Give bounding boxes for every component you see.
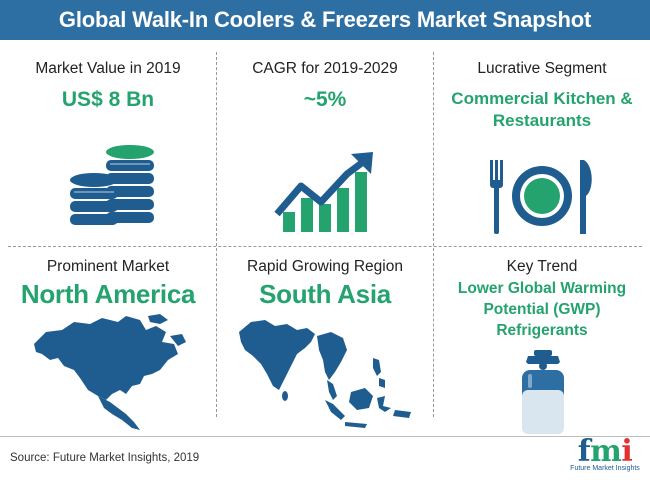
rapid-growing-region-label: Rapid Growing Region — [247, 258, 403, 275]
logo-tagline: Future Market Insights — [570, 465, 640, 472]
plate-fork-knife-icon — [490, 160, 592, 234]
fmi-logo: fmi Future Market Insights — [570, 434, 640, 473]
lucrative-segment-value: Commercial Kitchen & Restaurants — [451, 89, 633, 130]
rapid-growing-region-cell: Rapid Growing Region South Asia — [217, 258, 433, 433]
prominent-market-label: Prominent Market — [46, 258, 170, 275]
north-america-map-icon — [34, 314, 186, 430]
divider — [433, 52, 434, 417]
market-value-cell: Market Value in 2019 US$ 8 Bn — [0, 60, 216, 240]
divider — [8, 246, 642, 247]
divider — [216, 52, 217, 417]
coin-stack-icon — [70, 145, 154, 225]
refrigerant-cylinder-icon — [522, 350, 564, 434]
logo-mark: fmi — [577, 434, 633, 469]
lucrative-segment-label: Lucrative Segment — [477, 60, 607, 77]
key-trend-cell: Key Trend Lower Global Warming Potential… — [434, 258, 650, 434]
page-title: Global Walk-In Coolers & Freezers Market… — [0, 0, 650, 40]
market-value-label: Market Value in 2019 — [35, 60, 181, 77]
prominent-market-value: North America — [20, 279, 196, 309]
key-trend-value: Lower Global Warming Potential (GWP) Ref… — [457, 280, 627, 339]
growth-chart-icon — [274, 152, 373, 232]
lucrative-segment-cell: Lucrative Segment Commercial Kitchen & R… — [434, 60, 650, 240]
source-note: Source: Future Market Insights, 2019 — [10, 452, 200, 464]
rapid-growing-region-value: South Asia — [259, 279, 391, 309]
cagr-label: CAGR for 2019-2029 — [252, 60, 398, 77]
cagr-cell: CAGR for 2019-2029 ~5% — [217, 60, 433, 240]
key-trend-label: Key Trend — [506, 258, 578, 275]
divider — [0, 436, 650, 437]
south-asia-map-icon — [239, 320, 411, 428]
prominent-market-cell: Prominent Market North America — [0, 258, 216, 433]
market-value: US$ 8 Bn — [61, 88, 155, 111]
cagr-value: ~5% — [303, 88, 347, 111]
